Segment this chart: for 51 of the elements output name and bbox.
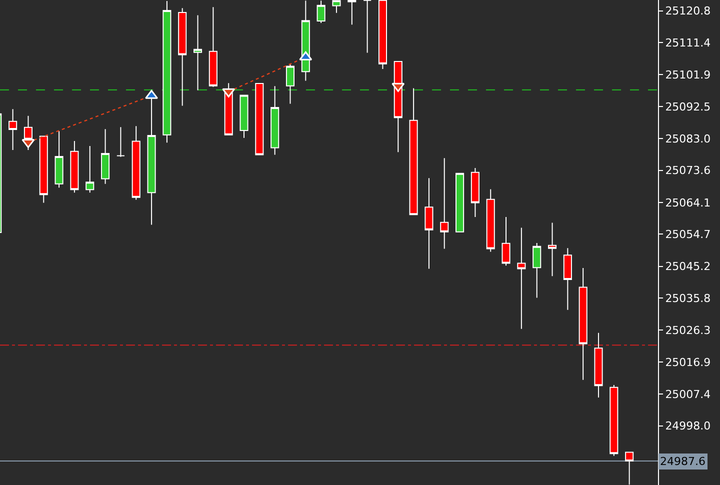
candlestick bbox=[502, 216, 510, 266]
candlestick bbox=[116, 126, 125, 158]
candlestick bbox=[162, 0, 172, 144]
candlestick bbox=[8, 108, 18, 151]
candlestick bbox=[548, 222, 557, 277]
y-tick-label: 25016.9 bbox=[665, 356, 711, 369]
candlestick bbox=[39, 136, 48, 204]
candlestick bbox=[240, 94, 248, 138]
candlestick bbox=[348, 0, 356, 26]
candlestick bbox=[517, 227, 526, 330]
candlestick bbox=[270, 86, 280, 156]
candlestick bbox=[132, 126, 140, 200]
y-tick-label: 25035.8 bbox=[665, 292, 711, 305]
candlestick bbox=[54, 130, 64, 188]
candlestick bbox=[332, 0, 341, 14]
candlestick bbox=[625, 452, 634, 485]
y-tick-label: 25111.4 bbox=[665, 36, 711, 50]
candlestick bbox=[193, 14, 202, 91]
candlestick bbox=[456, 172, 464, 232]
candlestick bbox=[532, 242, 542, 298]
y-tick-label: 25026.3 bbox=[665, 324, 711, 338]
y-tick-label: 24998.0 bbox=[665, 420, 711, 433]
y-tick-label: 25092.5 bbox=[665, 100, 711, 114]
y-tick-label: 25073.6 bbox=[665, 164, 711, 178]
candlestick bbox=[424, 178, 434, 270]
candlestick bbox=[594, 332, 603, 398]
candlestick bbox=[610, 384, 618, 456]
candlestick bbox=[101, 128, 110, 184]
y-tick-label: 25064.1 bbox=[665, 196, 711, 210]
candlestick bbox=[378, 0, 387, 70]
y-tick-label: 25083.0 bbox=[665, 132, 711, 146]
ref-line-label: 24987.6 bbox=[660, 455, 706, 468]
candlestick bbox=[486, 188, 495, 252]
y-tick-label: 25101.9 bbox=[665, 68, 711, 82]
candlestick bbox=[440, 158, 449, 250]
candlestick bbox=[86, 146, 94, 194]
candlestick bbox=[578, 268, 588, 380]
candlestick bbox=[470, 167, 480, 218]
y-tick-label: 25045.2 bbox=[665, 260, 711, 274]
y-tick-label: 25120.8 bbox=[665, 4, 711, 18]
candlestick bbox=[316, 0, 326, 24]
candlestick bbox=[208, 6, 218, 88]
candlestick bbox=[363, 0, 372, 54]
candlestick bbox=[70, 140, 79, 194]
candlestick bbox=[286, 63, 295, 104]
candlestick bbox=[563, 248, 572, 310]
candlestick bbox=[255, 82, 264, 156]
y-tick-label: 25007.4 bbox=[665, 388, 711, 401]
candlestick bbox=[178, 8, 187, 106]
y-tick-label: 25054.7 bbox=[665, 228, 711, 242]
candlestick bbox=[409, 88, 418, 216]
